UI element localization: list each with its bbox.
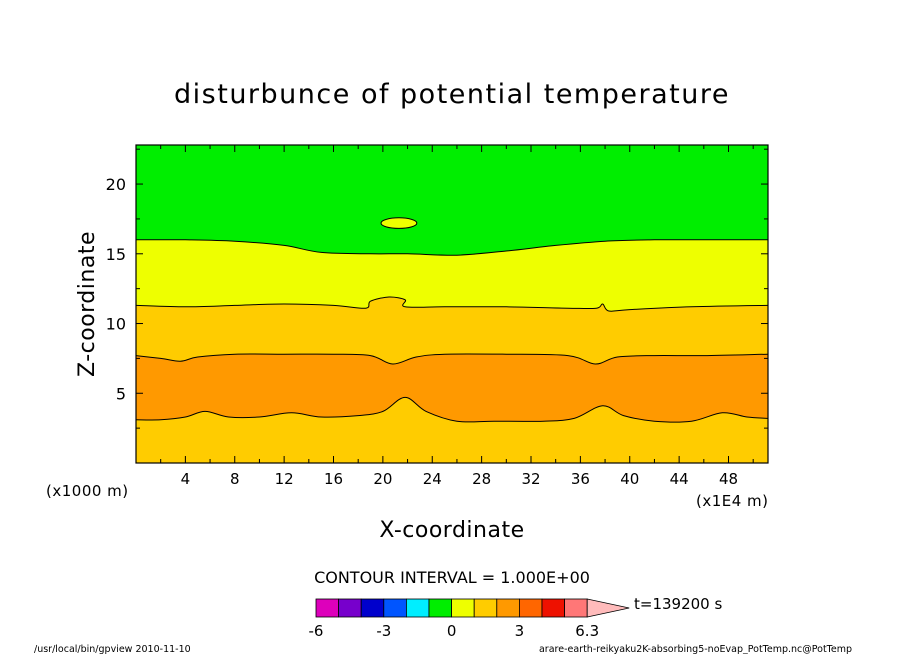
x-tick-label: 28 [472,470,491,488]
plot-frame [135,144,769,464]
plot-area [136,145,768,463]
band-4 [136,145,768,256]
x-tick-label: 4 [181,470,191,488]
x-tick-label: 32 [521,470,540,488]
contour-line-lower [135,396,769,423]
closed-contour-0 [380,217,418,229]
contour-line-middle [135,353,769,365]
colorbar-swatch-0 [315,598,340,618]
colorbar-swatch-9 [519,598,543,618]
y-tick-label: 20 [106,175,126,194]
colorbar-swatch-4 [405,598,430,618]
contour-line-top [135,239,768,256]
footer-left: /usr/local/bin/gpview 2010-11-10 [34,644,191,654]
y-tick-label: 5 [116,384,126,403]
contour-line-upper [135,296,769,312]
colorbar-swatch-5 [428,598,453,618]
colorbar-label: 6.3 [575,622,599,640]
x-tick-label: 8 [230,470,240,488]
y-unit-label: (x1000 m) [46,482,129,500]
colorbar-label: -6 [309,622,324,640]
colorbar-swatch-8 [496,598,520,618]
colorbar-swatch-10 [541,598,566,618]
x-tick-label: 20 [373,470,392,488]
colorbar-swatch-11 [564,598,588,618]
colorbar-label: 0 [447,622,457,640]
x-axis-label: X-coordinate [379,518,524,543]
x-tick-label: 24 [423,470,442,488]
colorbar-swatch-3 [383,598,407,618]
x-unit-label: (x1E4 m) [696,492,769,510]
x-tick-label: 36 [571,470,590,488]
y-tick-label: 15 [106,245,126,264]
y-axis-label: Z-coordinate [75,231,100,377]
x-tick-label: 12 [275,470,294,488]
colorbar-swatch-7 [473,598,498,618]
time-text: t=139200 s [634,595,722,613]
x-tick-label: 16 [324,470,343,488]
contour-interval-text: CONTOUR INTERVAL = 1.000E+00 [314,568,590,587]
x-tick-label: 44 [670,470,689,488]
colorbar-swatch-6 [451,598,475,618]
colorbar-swatch-2 [360,598,385,618]
colorbar-label: -3 [376,622,391,640]
x-tick-label: 40 [620,470,639,488]
colorbar-arrow [586,598,630,618]
colorbar-swatch-1 [338,598,362,618]
contour-lines [135,217,769,423]
colorbar-label: 3 [515,622,525,640]
footer-right: arare-earth-reikyaku2K-absorbing5-noEvap… [539,644,852,654]
y-tick-label: 10 [106,315,126,334]
x-tick-label: 48 [719,470,738,488]
chart-title: disturbunce of potential temperature [174,79,730,110]
colorbar-labels: -6 -3 0 3 6.3 [309,622,600,640]
colorbar [315,598,630,618]
